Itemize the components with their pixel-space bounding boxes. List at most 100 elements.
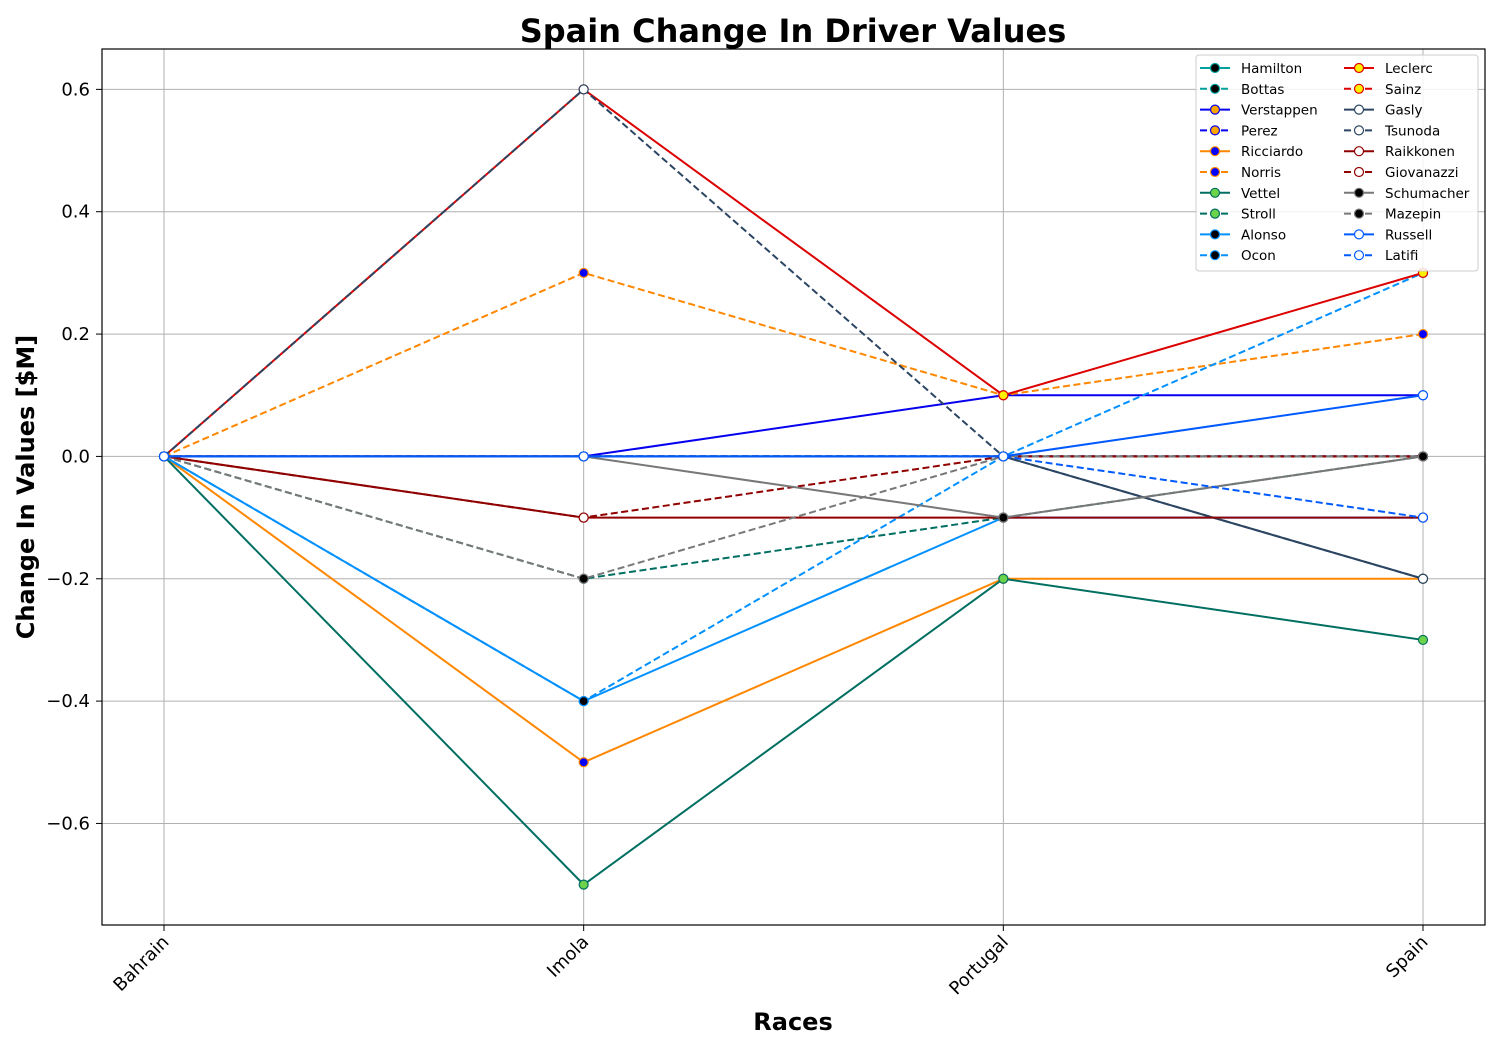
legend-label-tsunoda: Tsunoda (1384, 123, 1440, 139)
data-point-vettel-imola (578, 879, 589, 890)
data-point-mazepin-imola (578, 573, 589, 584)
x-tick-label-portugal: Portugal (945, 932, 1013, 1000)
legend-item-verstappen: Verstappen (1200, 103, 1318, 119)
legend-label-gasly: Gasly (1385, 103, 1423, 119)
legend-swatch-marker (1209, 208, 1221, 219)
plot-frame (101, 48, 1486, 926)
legend-swatch-marker (1353, 146, 1365, 157)
legend-item-schumacher: Schumacher (1344, 186, 1470, 202)
legend-swatch-marker (1209, 146, 1221, 157)
legend-item-raikkonen: Raikkonen (1344, 144, 1455, 160)
legend-item-ricciardo: Ricciardo (1200, 144, 1303, 160)
legend-swatch-marker (1353, 62, 1365, 74)
legend-item-leclerc: Leclerc (1344, 61, 1433, 77)
legend-label-sainz: Sainz (1385, 82, 1421, 98)
legend-label-raikkonen: Raikkonen (1385, 144, 1455, 160)
series-lines (158, 84, 1429, 890)
data-point-tsunoda-imola (578, 84, 589, 95)
y-tick-label: 0.2 (61, 324, 90, 345)
data-point-latifi-spain (1417, 512, 1429, 523)
legend-label-schumacher: Schumacher (1385, 186, 1470, 202)
series-line-norris (163, 271, 1424, 458)
legend-label-mazepin: Mazepin (1385, 207, 1441, 223)
legend-label-ocon: Ocon (1241, 248, 1276, 264)
y-tick-label: 0.0 (61, 446, 90, 467)
series-verstappen (158, 390, 1429, 462)
y-tick-label: 0.6 (61, 79, 90, 100)
data-point-norris-spain (1417, 328, 1429, 340)
legend-swatch-marker (1353, 187, 1365, 198)
legend-item-latifi: Latifi (1344, 248, 1418, 264)
series-line-ocon (163, 271, 1424, 703)
legend-label-latifi: Latifi (1385, 248, 1418, 264)
data-point-norris-imola (578, 267, 589, 278)
legend-label-giovanazzi: Giovanazzi (1385, 165, 1459, 181)
x-tick-label-bahrain: Bahrain (109, 932, 173, 996)
legend-item-mazepin: Mazepin (1344, 207, 1441, 223)
series-line-russell (164, 394, 1424, 458)
legend-box (1195, 54, 1479, 272)
series-line-verstappen (164, 394, 1423, 458)
legend-item-hamilton: Hamilton (1200, 61, 1302, 77)
legend-swatch-marker (1209, 62, 1221, 74)
legend-item-gasly: Gasly (1344, 103, 1423, 119)
legend-swatch-marker (1209, 187, 1221, 198)
series-latifi (158, 451, 1429, 523)
data-point-latifi-imola (578, 451, 589, 462)
legend-label-norris: Norris (1241, 165, 1281, 181)
series-norris (158, 267, 1429, 462)
legend-item-bottas: Bottas (1200, 82, 1284, 98)
x-axis-label: Races (753, 1008, 832, 1036)
x-tick-label-imola: Imola (543, 932, 593, 982)
legend-item-stroll: Stroll (1200, 207, 1276, 223)
y-axis-label: Change In Values [$M] (12, 335, 40, 639)
y-tick-label: −0.2 (46, 569, 90, 590)
data-point-vettel-spain (1417, 634, 1429, 646)
y-tick-label: −0.4 (46, 691, 90, 712)
series-line-vettel (163, 455, 1424, 886)
data-point-ocon-imola (578, 696, 589, 707)
legend-swatch-marker (1209, 104, 1221, 115)
legend-swatch-marker (1353, 250, 1365, 261)
series-line-mazepin (163, 455, 1423, 580)
legend-item-tsunoda: Tsunoda (1344, 123, 1440, 139)
legend-item-russell: Russell (1344, 227, 1432, 243)
legend-item-vettel: Vettel (1200, 186, 1280, 202)
legend-swatch-marker (1353, 83, 1365, 94)
data-point-russell-spain (1417, 390, 1429, 401)
legend-swatch-marker (1353, 125, 1365, 136)
chart-title: Spain Change In Driver Values (520, 12, 1067, 50)
legend-label-verstappen: Verstappen (1241, 103, 1318, 119)
legend-swatch-marker (1209, 125, 1221, 136)
legend-label-vettel: Vettel (1241, 186, 1280, 202)
legend-item-perez: Perez (1200, 123, 1278, 139)
series-line-latifi (164, 455, 1424, 519)
data-point-tsunoda-spain (1417, 573, 1429, 584)
legend-item-ocon: Ocon (1200, 248, 1276, 264)
data-point-giovanazzi-imola (578, 512, 589, 523)
legend-item-sainz: Sainz (1344, 82, 1421, 98)
data-point-leclerc-portugal (998, 390, 1009, 401)
legend-swatch-marker (1353, 104, 1365, 115)
legend-swatch-marker (1209, 229, 1221, 240)
data-point-ricciardo-imola (578, 757, 589, 768)
data-point-mazepin-spain (1417, 451, 1429, 462)
legend-item-norris: Norris (1200, 165, 1281, 181)
legend: Hamilton Bottas Verstappen Perez Ricciardo No… (1195, 54, 1479, 272)
legend-swatch-marker (1353, 229, 1365, 240)
legend-label-bottas: Bottas (1241, 82, 1284, 98)
legend-item-giovanazzi: Giovanazzi (1344, 165, 1459, 181)
data-point-schumacher-portugal (998, 512, 1009, 523)
legend-label-hamilton: Hamilton (1241, 61, 1302, 77)
legend-label-russell: Russell (1385, 227, 1432, 243)
legend-swatch-marker (1209, 166, 1221, 178)
x-tick-label-spain: Spain (1382, 932, 1432, 982)
legend-swatch-marker (1209, 250, 1221, 261)
series-line-schumacher (164, 455, 1424, 519)
data-point-latifi-bahrain (158, 451, 170, 462)
data-point-latifi-portugal (998, 451, 1009, 462)
legend-label-ricciardo: Ricciardo (1241, 144, 1303, 160)
legend-swatch-marker (1353, 166, 1365, 178)
